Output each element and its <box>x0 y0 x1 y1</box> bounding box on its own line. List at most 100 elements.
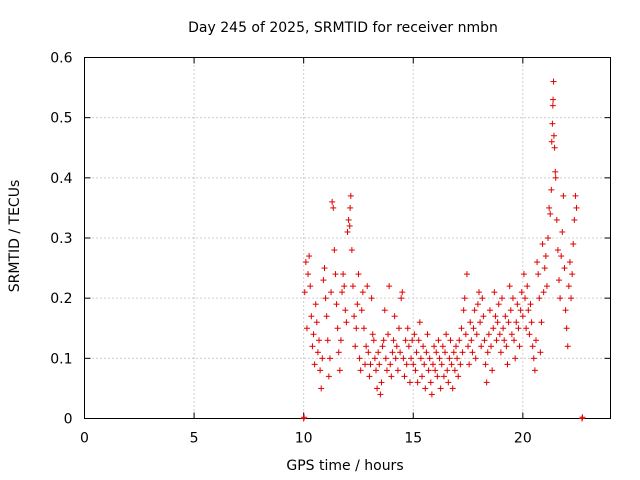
data-point <box>371 355 378 362</box>
data-point <box>331 247 338 254</box>
data-point <box>308 313 315 320</box>
data-point <box>359 289 366 296</box>
data-point <box>307 283 314 290</box>
data-point <box>448 361 455 368</box>
data-point <box>412 367 419 374</box>
data-point <box>449 385 456 392</box>
data-point <box>499 295 506 302</box>
data-point <box>517 307 524 314</box>
data-point <box>314 349 321 356</box>
data-point <box>402 337 409 344</box>
data-point <box>320 277 327 284</box>
data-point <box>548 186 555 193</box>
axis-ticks: 0 0.1 0.2 0.3 0.4 0.5 0.6 0 5 10 15 20 <box>50 51 611 447</box>
y-tick-label: 0.2 <box>50 291 72 307</box>
data-point <box>463 271 470 278</box>
data-point <box>472 355 479 362</box>
y-tick-label: 0.1 <box>50 351 72 367</box>
data-point <box>396 325 403 332</box>
data-point <box>532 337 539 344</box>
data-point <box>374 385 381 392</box>
data-point <box>505 319 512 326</box>
data-point <box>416 319 423 326</box>
data-point <box>458 325 465 332</box>
data-point <box>435 337 442 344</box>
data-point <box>465 343 472 350</box>
data-point <box>442 349 449 356</box>
data-point <box>345 216 352 223</box>
y-tick-label: 0.4 <box>50 171 72 187</box>
data-point <box>406 379 413 386</box>
data-point <box>445 379 452 386</box>
data-point <box>372 367 379 374</box>
data-point <box>389 349 396 356</box>
data-point <box>362 361 369 368</box>
data-point <box>547 210 554 217</box>
data-point <box>537 349 544 356</box>
data-point <box>424 331 431 338</box>
data-point <box>347 204 354 211</box>
data-point <box>368 295 375 302</box>
data-point <box>471 307 478 314</box>
data-point <box>516 343 523 350</box>
data-point <box>570 241 577 248</box>
data-point <box>365 349 372 356</box>
data-point <box>344 228 351 235</box>
data-point <box>349 283 356 290</box>
data-point <box>508 331 515 338</box>
data-point <box>486 307 493 314</box>
data-point <box>511 337 518 344</box>
data-point <box>420 343 427 350</box>
data-point <box>427 379 434 386</box>
data-point <box>380 337 387 344</box>
data-point <box>392 355 399 362</box>
data-point <box>381 307 388 314</box>
data-point <box>367 361 374 368</box>
data-point <box>479 295 486 302</box>
data-point <box>564 343 571 350</box>
data-point <box>493 337 500 344</box>
data-point <box>492 313 499 320</box>
data-point <box>482 361 489 368</box>
x-tick-label: 10 <box>295 431 313 447</box>
data-point <box>379 343 386 350</box>
data-point <box>354 301 361 308</box>
data-point <box>552 174 559 181</box>
data-point <box>305 271 312 278</box>
data-point <box>360 325 367 332</box>
y-axis-label: SRMTID / TECUs <box>7 180 23 293</box>
data-point <box>490 325 497 332</box>
data-point <box>495 301 502 308</box>
data-point <box>411 331 418 338</box>
data-point <box>456 337 463 344</box>
data-point <box>502 313 509 320</box>
data-point <box>429 361 436 368</box>
data-point <box>433 349 440 356</box>
data-point <box>572 192 579 199</box>
data-point <box>530 355 537 362</box>
data-point <box>507 307 514 314</box>
data-point <box>539 241 546 248</box>
data-point <box>383 367 390 374</box>
data-point <box>481 337 488 344</box>
data-point <box>351 313 358 320</box>
data-point <box>413 349 420 356</box>
data-point <box>454 355 461 362</box>
data-point <box>399 289 406 296</box>
data-point <box>478 343 485 350</box>
data-point <box>503 343 510 350</box>
data-point <box>520 271 527 278</box>
data-point <box>550 96 557 103</box>
data-point <box>439 343 446 350</box>
data-point <box>450 349 457 356</box>
data-point <box>457 361 464 368</box>
data-point <box>322 295 329 302</box>
data-point <box>557 295 564 302</box>
data-point <box>460 307 467 314</box>
data-point <box>436 355 443 362</box>
data-point <box>428 391 435 398</box>
data-point <box>425 367 432 374</box>
data-point <box>518 289 525 296</box>
data-point <box>527 301 534 308</box>
